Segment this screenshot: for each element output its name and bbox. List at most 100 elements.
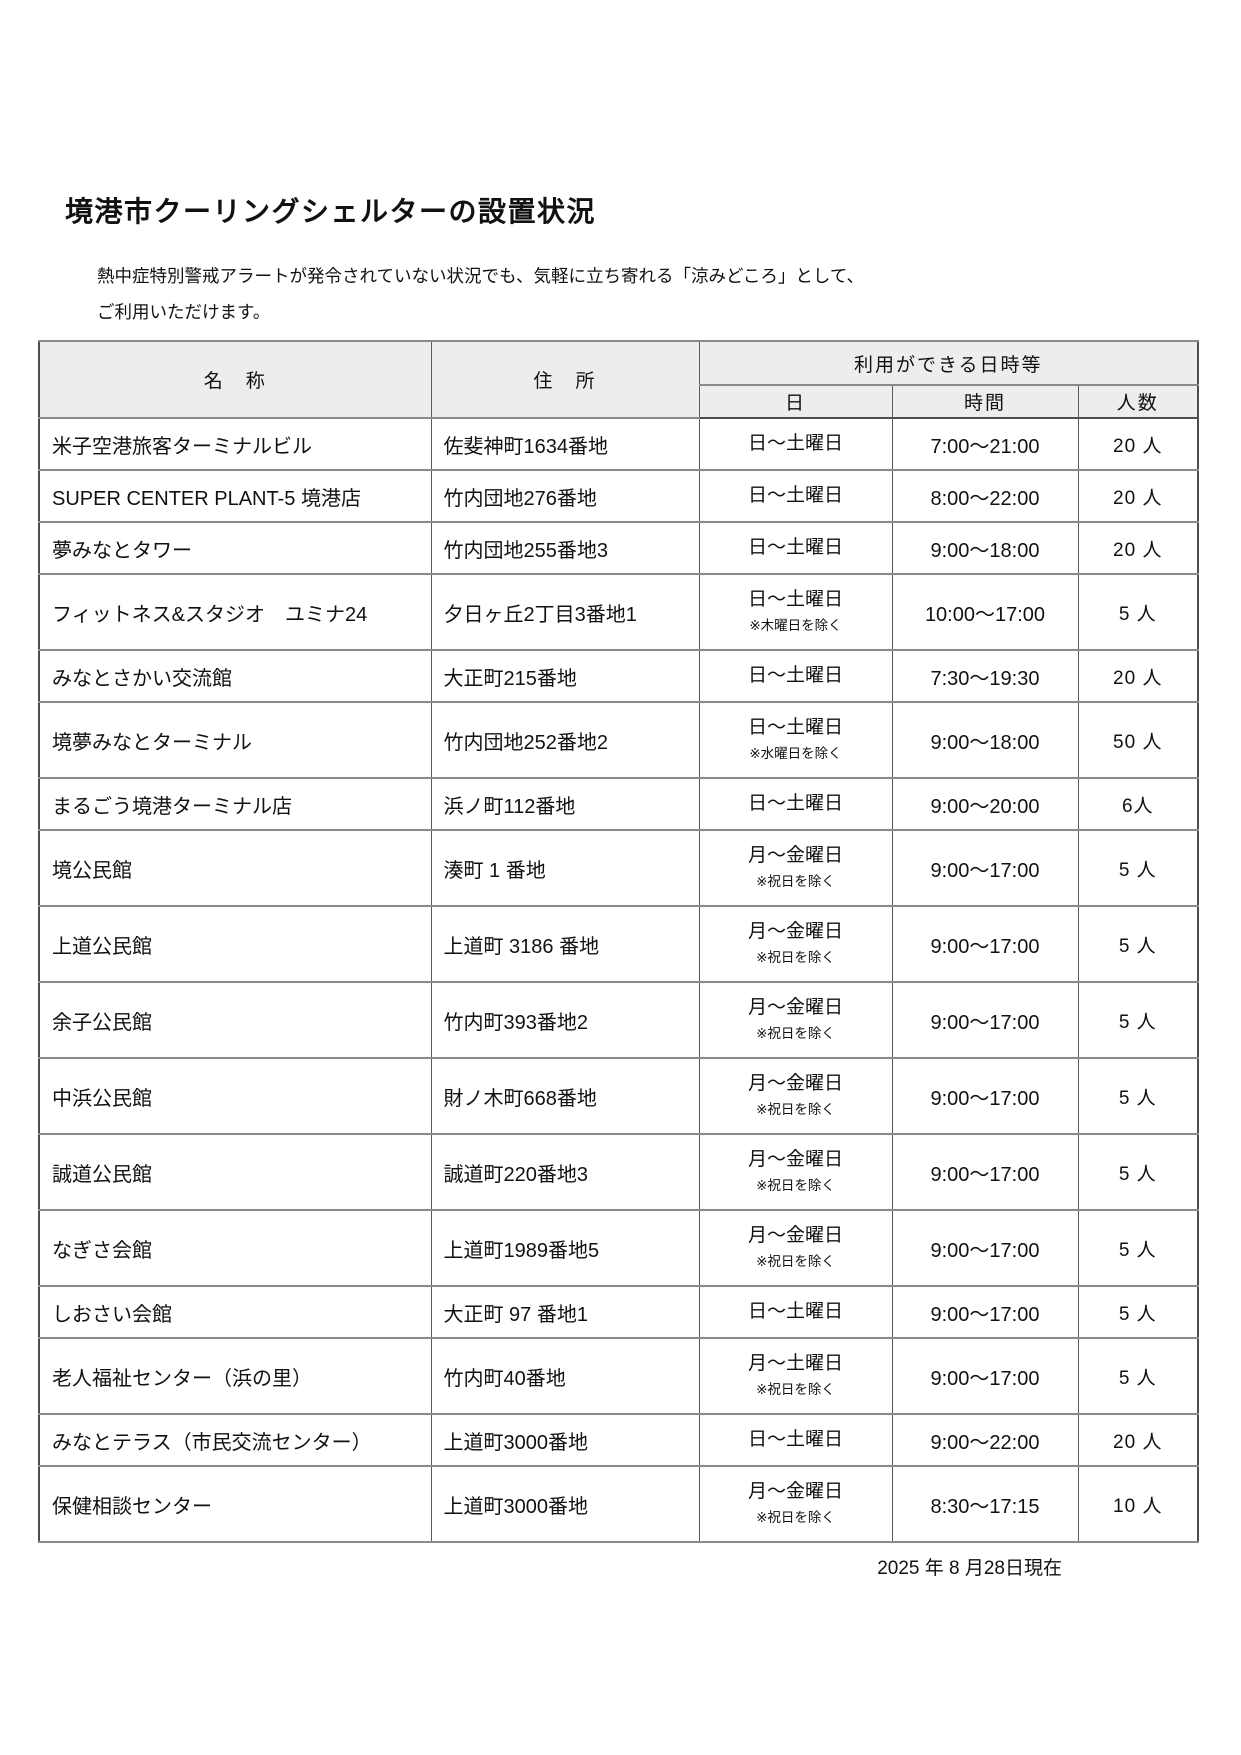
table-row: 夢みなとタワー 竹内団地255番地3 日～土曜日 9:00～18:00 20 人 [38, 521, 1199, 575]
day-cell: 日～土曜日 [698, 417, 893, 471]
time-cell: 9:00～18:00 [891, 701, 1079, 779]
table-row: 老人福祉センター（浜の里） 竹内町40番地 月～土曜日 ※祝日を除く 9:00～17:0… [38, 1337, 1199, 1415]
time-cell: 9:00～17:00 [891, 829, 1079, 907]
day-value: 月～金曜日 [747, 997, 843, 1018]
day-value: 月～金曜日 [747, 845, 843, 866]
address-cell: 竹内団地255番地3 [430, 521, 700, 575]
day-value: 日～土曜日 [747, 1429, 843, 1450]
intro-text: 熱中症特別警戒アラートが発令されていない状況でも、気軽に立ち寄れる「涼みどころ」… [97, 258, 1241, 330]
time-cell: 9:00～17:00 [891, 981, 1079, 1059]
facility-name-cell: まるごう境港ターミナル店 [38, 777, 432, 831]
table-row: 保健相談センター 上道町3000番地 月～金曜日 ※祝日を除く 8:30～17:15 10… [38, 1465, 1199, 1543]
table-row: 境夢みなとターミナル 竹内団地252番地2 日～土曜日 ※水曜日を除く 9:00～18:… [38, 701, 1199, 779]
time-cell: 7:00～21:00 [891, 417, 1079, 471]
intro-line-2: ご利用いただけます。 [97, 302, 271, 322]
facility-name-cell: 老人福祉センター（浜の里） [38, 1337, 432, 1415]
table-row: 中浜公民館 財ノ木町668番地 月～金曜日 ※祝日を除く 9:00～17:00 5 人 [38, 1057, 1199, 1135]
capacity-cell: 5 人 [1077, 905, 1199, 983]
intro-line-1: 熱中症特別警戒アラートが発令されていない状況でも、気軽に立ち寄れる「涼みどころ」… [97, 266, 865, 286]
day-note: ※木曜日を除く [749, 618, 842, 633]
time-cell: 9:00～20:00 [891, 777, 1079, 831]
address-cell: 大正町215番地 [430, 649, 700, 703]
capacity-cell: 20 人 [1077, 649, 1199, 703]
day-value: 日～土曜日 [747, 433, 843, 454]
time-cell: 9:00～17:00 [891, 1285, 1079, 1339]
time-cell: 9:00～22:00 [891, 1413, 1079, 1467]
address-cell: 上道町 3186 番地 [430, 905, 700, 983]
table-row: フィットネス&スタジオ ユミナ24 夕日ヶ丘2丁目3番地1 日～土曜日 ※木曜日を除く… [38, 573, 1199, 651]
capacity-cell: 20 人 [1077, 521, 1199, 575]
day-cell: 月～金曜日 ※祝日を除く [698, 1133, 893, 1211]
time-cell: 9:00～17:00 [891, 905, 1079, 983]
time-cell: 7:30～19:30 [891, 649, 1079, 703]
address-cell: 佐斐神町1634番地 [430, 417, 700, 471]
facility-name-cell: 中浜公民館 [38, 1057, 432, 1135]
capacity-cell: 5 人 [1077, 1057, 1199, 1135]
capacity-cell: 20 人 [1077, 469, 1199, 523]
table-row: なぎさ会館 上道町1989番地5 月～金曜日 ※祝日を除く 9:00～17:00 5 人 [38, 1209, 1199, 1287]
table-row: しおさい会館 大正町 97 番地1 日～土曜日 9:00～17:00 5 人 [38, 1285, 1199, 1339]
facility-name-cell: みなとテラス（市民交流センター） [38, 1413, 432, 1467]
day-note: ※祝日を除く [756, 950, 835, 965]
day-cell: 日～土曜日 ※水曜日を除く [698, 701, 893, 779]
day-cell: 月～金曜日 ※祝日を除く [698, 1209, 893, 1287]
day-cell: 日～土曜日 [698, 521, 893, 575]
time-cell: 9:00～17:00 [891, 1209, 1079, 1287]
day-value: 日～土曜日 [747, 665, 843, 686]
table-row: 境公民館 湊町 1 番地 月～金曜日 ※祝日を除く 9:00～17:00 5 人 [38, 829, 1199, 907]
capacity-cell: 5 人 [1077, 829, 1199, 907]
day-note: ※祝日を除く [756, 1178, 835, 1193]
capacity-cell: 5 人 [1077, 1337, 1199, 1415]
day-cell: 月～金曜日 ※祝日を除く [698, 1465, 893, 1543]
capacity-cell: 20 人 [1077, 1413, 1199, 1467]
capacity-cell: 5 人 [1077, 573, 1199, 651]
day-note: ※水曜日を除く [749, 746, 842, 761]
time-cell: 9:00～18:00 [891, 521, 1079, 575]
day-cell: 月～土曜日 ※祝日を除く [698, 1337, 893, 1415]
day-note: ※祝日を除く [756, 874, 835, 889]
table-row: 誠道公民館 誠道町220番地3 月～金曜日 ※祝日を除く 9:00～17:00 5 人 [38, 1133, 1199, 1211]
facility-name-cell: フィットネス&スタジオ ユミナ24 [38, 573, 432, 651]
day-value: 月～金曜日 [747, 1481, 843, 1502]
capacity-cell: 5 人 [1077, 1285, 1199, 1339]
day-cell: 日～土曜日 ※木曜日を除く [698, 573, 893, 651]
day-value: 月～金曜日 [747, 921, 843, 942]
as-of-date: 2025 年 8 月28日現在 [877, 1558, 1062, 1579]
day-cell: 月～金曜日 ※祝日を除く [698, 1057, 893, 1135]
day-value: 月～土曜日 [747, 1353, 843, 1374]
facility-name-cell: 境公民館 [38, 829, 432, 907]
shelter-table-body: 米子空港旅客ターミナルビル 佐斐神町1634番地 日～土曜日 7:00～21:00 20… [38, 417, 1199, 1543]
capacity-cell: 6人 [1077, 777, 1199, 831]
table-row: みなとテラス（市民交流センター） 上道町3000番地 日～土曜日 9:00～22:00… [38, 1413, 1199, 1467]
address-cell: 上道町1989番地5 [430, 1209, 700, 1287]
facility-name-cell: 上道公民館 [38, 905, 432, 983]
header-name: 名 称 [38, 340, 432, 419]
time-cell: 8:30～17:15 [891, 1465, 1079, 1543]
facility-name-cell: みなとさかい交流館 [38, 649, 432, 703]
day-value: 日～土曜日 [747, 717, 843, 738]
day-value: 月～金曜日 [747, 1149, 843, 1170]
day-value: 日～土曜日 [747, 589, 843, 610]
day-note: ※祝日を除く [756, 1102, 835, 1117]
day-note: ※祝日を除く [756, 1254, 835, 1269]
day-cell: 日～土曜日 [698, 1413, 893, 1467]
time-cell: 8:00～22:00 [891, 469, 1079, 523]
table-row: みなとさかい交流館 大正町215番地 日～土曜日 7:30～19:30 20 人 [38, 649, 1199, 703]
capacity-cell: 50 人 [1077, 701, 1199, 779]
day-note: ※祝日を除く [756, 1382, 835, 1397]
day-value: 日～土曜日 [747, 793, 843, 814]
address-cell: 財ノ木町668番地 [430, 1057, 700, 1135]
facility-name-cell: しおさい会館 [38, 1285, 432, 1339]
time-cell: 10:00～17:00 [891, 573, 1079, 651]
capacity-cell: 5 人 [1077, 981, 1199, 1059]
header-address: 住 所 [430, 340, 700, 419]
table-row: まるごう境港ターミナル店 浜ノ町112番地 日～土曜日 9:00～20:00 6人 [38, 777, 1199, 831]
address-cell: 竹内団地252番地2 [430, 701, 700, 779]
day-value: 月～金曜日 [747, 1073, 843, 1094]
facility-name-cell: 境夢みなとターミナル [38, 701, 432, 779]
facility-name-cell: 夢みなとタワー [38, 521, 432, 575]
capacity-cell: 5 人 [1077, 1133, 1199, 1211]
day-value: 日～土曜日 [747, 485, 843, 506]
day-note: ※祝日を除く [756, 1026, 835, 1041]
